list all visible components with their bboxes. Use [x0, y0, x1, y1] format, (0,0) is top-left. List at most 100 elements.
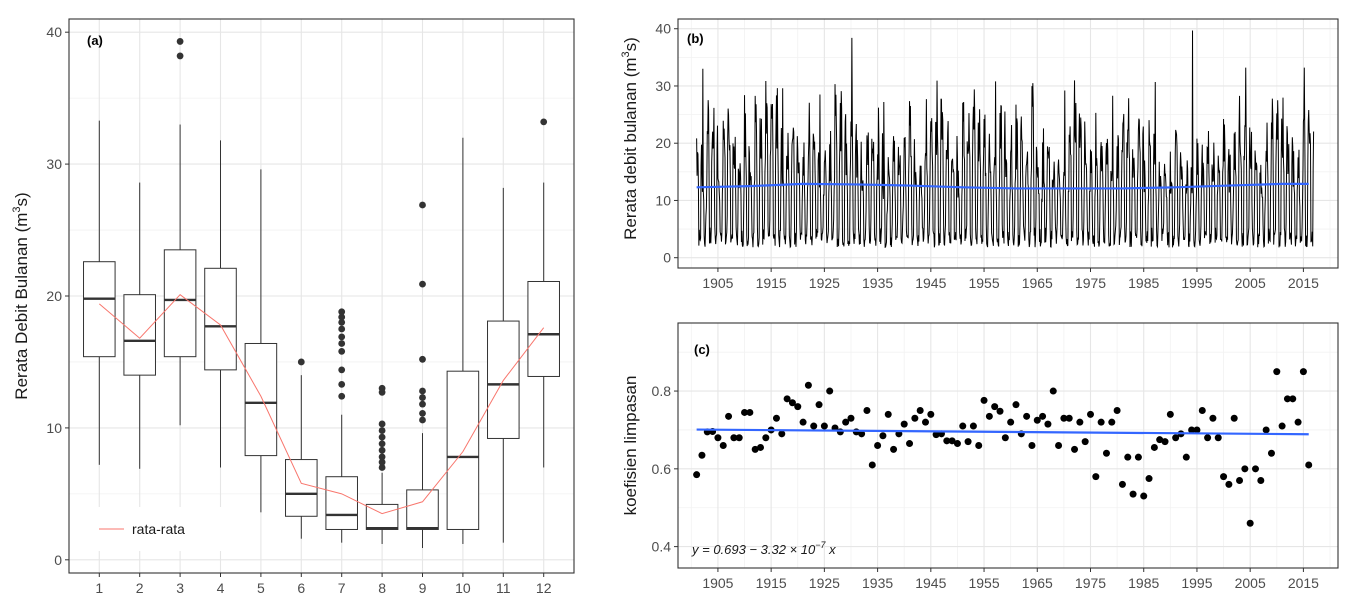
data-point: [1071, 445, 1079, 453]
data-point: [815, 401, 823, 409]
x-tick-label: 1935: [862, 575, 893, 591]
data-point: [879, 432, 887, 440]
data-point: [1124, 453, 1132, 461]
y-tick-label: 0.6: [652, 461, 672, 477]
y-axis-label-sup: 3: [620, 51, 632, 57]
data-point: [1039, 412, 1047, 420]
data-point: [975, 442, 983, 449]
data-point: [1294, 418, 1302, 426]
data-point: [804, 381, 812, 389]
data-point: [1204, 434, 1212, 442]
x-tick-label: 1985: [1128, 575, 1159, 591]
outlier-point: [338, 308, 346, 316]
plot-frame: [677, 322, 1339, 569]
data-point: [1129, 490, 1137, 498]
x-tick-label: 12: [536, 580, 552, 596]
x-tick-label: 1985: [1128, 275, 1159, 291]
outlier-point: [338, 348, 346, 355]
box-iqr: [446, 370, 480, 530]
data-point: [1102, 449, 1110, 457]
data-point: [964, 438, 972, 446]
outlier-point: [419, 400, 426, 408]
x-tick-label: 2005: [1235, 575, 1266, 591]
y-tick-label: 40: [655, 21, 671, 37]
x-tick-label: 2: [136, 580, 144, 596]
outlier-point: [419, 409, 426, 417]
data-point: [1076, 418, 1084, 426]
discharge-series-line: [696, 30, 1315, 249]
y-tick-label: 0: [663, 250, 671, 266]
box-month-1: [83, 120, 116, 465]
data-point: [746, 408, 754, 416]
data-point: [778, 430, 786, 438]
data-point: [1081, 438, 1089, 446]
box-month-4: [204, 140, 237, 468]
data-point: [1108, 418, 1116, 426]
y-tick-label: 30: [655, 78, 671, 94]
x-tick-label: 1935: [862, 275, 893, 291]
y-tick-label: 20: [655, 135, 671, 151]
y-axis-label-tail: s): [12, 192, 31, 206]
x-tick-label: 1975: [1075, 275, 1106, 291]
data-point: [943, 437, 951, 445]
x-tick-label: 1905: [702, 275, 733, 291]
y-tick-label: 10: [655, 192, 671, 208]
data-point: [757, 443, 764, 451]
data-point: [1236, 477, 1244, 484]
data-point: [1267, 449, 1275, 457]
data-point: [730, 434, 738, 442]
data-point: [810, 422, 818, 430]
data-point: [714, 434, 722, 442]
regression-equation: y = 0.693 − 3.32 × 10−7 x: [691, 540, 836, 557]
data-point: [1230, 414, 1238, 422]
x-tick-label: 1925: [809, 275, 840, 291]
outlier-point: [338, 340, 346, 347]
x-tick-label: 6: [297, 580, 305, 596]
data-point: [1289, 395, 1297, 403]
data-point: [1113, 407, 1121, 414]
outlier-point: [378, 427, 386, 434]
box-iqr: [527, 280, 560, 377]
regression-equation-exp: −7: [815, 540, 826, 550]
box-iqr: [123, 294, 156, 376]
data-point: [772, 414, 780, 422]
data-point: [1049, 387, 1057, 395]
data-point: [1145, 475, 1153, 483]
data-point: [900, 420, 908, 428]
data-point: [794, 403, 802, 411]
x-tick-label: 1945: [915, 275, 946, 291]
outlier-point: [419, 416, 426, 424]
x-tick-label: 1955: [968, 275, 999, 291]
y-axis-label: Rerata debit bulanan (m3s): [620, 37, 640, 240]
data-point: [1134, 453, 1142, 461]
data-point: [927, 410, 935, 418]
data-point: [698, 451, 706, 459]
outlier-point: [297, 358, 305, 366]
data-point: [884, 410, 892, 418]
data-point: [847, 414, 855, 422]
x-tick-label: 5: [257, 580, 265, 596]
data-point: [1001, 434, 1009, 442]
data-point: [1023, 412, 1031, 420]
x-tick-label: 1995: [1181, 575, 1212, 591]
x-tick-label: 1975: [1075, 575, 1106, 591]
x-tick-label: 1: [95, 580, 103, 596]
data-point: [735, 434, 743, 442]
box-iqr: [204, 267, 237, 371]
outlier-point: [419, 394, 426, 401]
data-point: [980, 396, 988, 404]
data-point: [1028, 442, 1036, 449]
scatter-points: [693, 368, 1313, 527]
x-tick-label: 1955: [968, 575, 999, 591]
outlier-point: [338, 318, 346, 326]
y-tick-label: 20: [46, 288, 62, 304]
panel-label: (b): [687, 31, 704, 46]
x-tick-label: 1945: [915, 575, 946, 591]
x-tick-label: 11: [496, 580, 511, 596]
box-iqr: [406, 489, 439, 530]
outlier-point: [338, 325, 346, 333]
x-tick-label: 7: [338, 580, 346, 596]
y-tick-label: 0.8: [652, 383, 672, 399]
box-month-7: [325, 308, 358, 543]
data-point: [1007, 418, 1015, 426]
